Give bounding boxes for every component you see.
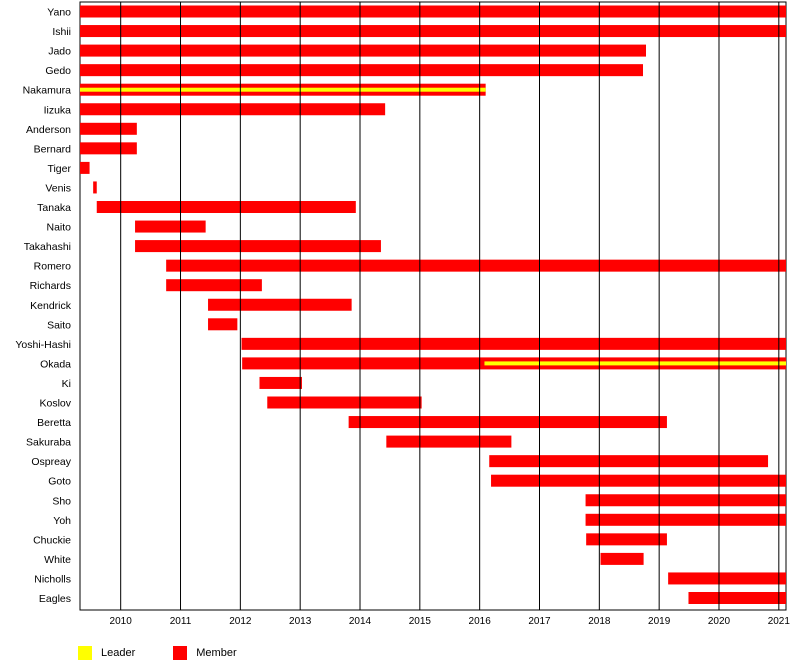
member-label-naito: Naito xyxy=(46,222,71,234)
member-label-takahashi: Takahashi xyxy=(24,241,71,253)
member-bar-anderson xyxy=(80,122,137,135)
member-bar-yano xyxy=(80,5,786,18)
x-tick-label-2020: 2020 xyxy=(708,616,731,627)
x-tick-label-2018: 2018 xyxy=(588,616,611,627)
member-label-yoh: Yoh xyxy=(53,515,71,527)
member-label-gedo: Gedo xyxy=(45,65,71,77)
member-bar-nicholls xyxy=(668,572,786,585)
leader-bar-nakamura xyxy=(80,87,486,92)
legend-item-member: Member xyxy=(173,646,237,660)
member-label-anderson: Anderson xyxy=(26,124,71,136)
member-label-nicholls: Nicholls xyxy=(34,573,71,585)
member-label-sho: Sho xyxy=(52,495,71,507)
member-bar-naito xyxy=(135,220,206,233)
member-label-tiger: Tiger xyxy=(47,163,71,175)
member-label-venis: Venis xyxy=(45,182,71,194)
member-bar-tiger xyxy=(80,161,90,174)
member-label-ki: Ki xyxy=(62,378,71,390)
member-label-ishii: Ishii xyxy=(52,26,71,38)
member-label-koslov: Koslov xyxy=(39,398,71,410)
member-bar-beretta xyxy=(348,416,667,429)
member-label-nakamura: Nakamura xyxy=(23,85,72,97)
x-tick-label-2012: 2012 xyxy=(229,616,252,627)
member-label-okada: Okada xyxy=(40,358,71,370)
member-bar-goto xyxy=(491,474,786,487)
member-label-tanaka: Tanaka xyxy=(37,202,71,214)
member-label-sakuraba: Sakuraba xyxy=(26,437,71,449)
x-tick-label-2017: 2017 xyxy=(528,616,551,627)
member-bar-takahashi xyxy=(135,240,381,253)
legend-label-leader: Leader xyxy=(101,647,136,659)
legend-swatch-member xyxy=(173,646,188,660)
member-bar-white xyxy=(600,552,644,565)
member-label-iizuka: Iizuka xyxy=(44,104,72,116)
x-tick-label-2016: 2016 xyxy=(469,616,492,627)
chart-legend: Leader Member xyxy=(78,646,237,660)
member-bar-ishii xyxy=(80,25,786,38)
member-label-jado: Jado xyxy=(48,46,71,58)
plot-frame xyxy=(79,1,787,611)
member-label-saito: Saito xyxy=(47,319,71,331)
x-tick-label-2014: 2014 xyxy=(349,616,372,627)
member-bar-kendrick xyxy=(208,298,352,311)
x-tick-label-2013: 2013 xyxy=(289,616,312,627)
member-bar-ki xyxy=(259,376,302,389)
member-label-white: White xyxy=(44,554,71,566)
member-bar-eagles xyxy=(688,592,786,604)
member-bar-yoshi-hashi xyxy=(241,337,787,350)
member-bar-richards xyxy=(166,279,262,292)
member-bar-venis xyxy=(93,181,97,194)
x-tick-label-2011: 2011 xyxy=(170,616,192,627)
x-tick-label-2019: 2019 xyxy=(648,616,671,627)
member-label-bernard: Bernard xyxy=(34,143,72,155)
member-label-chuckie: Chuckie xyxy=(33,534,71,546)
member-bar-yoh xyxy=(585,513,786,526)
timeline-chart: Yano Ishii Jado Gedo Nakamura Iizuka Anderson B… xyxy=(15,1,791,627)
member-bar-romero xyxy=(166,259,786,272)
member-bar-sakuraba xyxy=(386,435,512,448)
member-label-beretta: Beretta xyxy=(37,417,71,429)
member-label-yoshi-hashi: Yoshi-Hashi xyxy=(15,339,71,351)
member-bar-gedo xyxy=(80,64,644,77)
leader-bar-okada xyxy=(484,361,786,366)
member-bar-jado xyxy=(80,44,646,57)
member-label-romero: Romero xyxy=(34,261,72,273)
member-label-ospreay: Ospreay xyxy=(31,456,71,468)
member-label-goto: Goto xyxy=(48,476,71,488)
member-bar-bernard xyxy=(80,142,137,155)
member-bar-koslov xyxy=(267,396,422,409)
member-bars xyxy=(80,5,787,604)
legend-swatch-leader xyxy=(78,646,92,660)
member-bar-tanaka xyxy=(96,201,356,213)
member-label-yano: Yano xyxy=(47,7,71,19)
member-label-richards: Richards xyxy=(30,280,71,292)
legend-label-member: Member xyxy=(196,647,237,659)
member-bar-chuckie xyxy=(586,533,667,546)
member-bar-sho xyxy=(585,494,786,507)
x-tick-label-2021: 2021 xyxy=(768,616,791,627)
member-bar-iizuka xyxy=(80,103,386,116)
x-tick-label-2015: 2015 xyxy=(409,616,432,627)
member-label-kendrick: Kendrick xyxy=(30,300,72,312)
member-bar-saito xyxy=(208,318,238,331)
member-bar-ospreay xyxy=(489,455,769,468)
legend-item-leader: Leader xyxy=(78,646,135,660)
x-tick-label-2010: 2010 xyxy=(110,616,133,627)
member-label-eagles: Eagles xyxy=(39,593,71,605)
